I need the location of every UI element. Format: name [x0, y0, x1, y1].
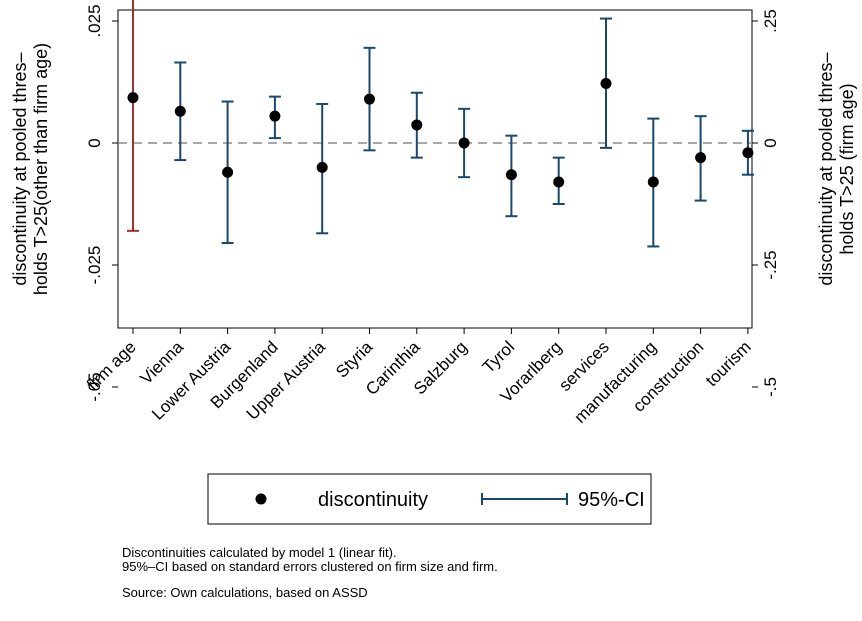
x-tick-label: Styria [332, 337, 377, 382]
discontinuity-point [742, 147, 754, 159]
discontinuity-point [695, 152, 707, 164]
x-tick-label: firm age [83, 337, 140, 394]
discontinuity-point [505, 169, 517, 181]
y-left-tick-label: -.05 [85, 372, 104, 401]
y-left-axis-title: holds T>25(other than firm age) [31, 43, 51, 295]
source-note: Source: Own calculations, based on ASSD [122, 585, 368, 600]
legend-box [207, 473, 652, 525]
discontinuity-point [600, 77, 612, 89]
y-right-tick-label: 0 [761, 138, 780, 147]
y-right-tick-label: -.25 [761, 250, 780, 279]
y-right-axis-title: holds T>25 (firm age) [837, 83, 857, 254]
discontinuity-point [316, 161, 328, 173]
note-line-2: 95%–CI based on standard errors clustere… [122, 559, 498, 574]
note-line-1: Discontinuities calculated by model 1 (l… [122, 545, 397, 560]
discontinuity-point [364, 93, 375, 105]
discontinuity-point [174, 105, 186, 117]
discontinuity-point [127, 92, 139, 104]
y-left-tick-label: 0 [85, 138, 104, 147]
plot-frame [117, 9, 753, 329]
legend-label-discontinuity: discontinuity [318, 489, 428, 511]
y-left-axis-title: discontinuity at pooled thres– [10, 52, 30, 285]
x-tick-label: manufacturing [571, 337, 661, 427]
discontinuity-point [411, 119, 423, 131]
discontinuity-point [647, 176, 659, 188]
discontinuity-point [269, 110, 281, 122]
y-left-tick-label: -.025 [85, 246, 104, 285]
x-tick-label: Tyrol [479, 337, 518, 376]
discontinuity-point [553, 176, 565, 188]
x-tick-label: tourism [702, 337, 755, 390]
y-right-tick-label: .25 [761, 9, 780, 33]
y-right-tick-label: -.5 [761, 377, 780, 397]
legend-marker-discontinuity [255, 493, 267, 505]
discontinuity-point [458, 137, 470, 149]
legend-label-ci: 95%-CI [578, 489, 645, 511]
discontinuity-point [222, 166, 234, 178]
y-right-axis-title: discontinuity at pooled thres– [816, 52, 836, 285]
y-left-tick-label: .025 [85, 4, 104, 37]
